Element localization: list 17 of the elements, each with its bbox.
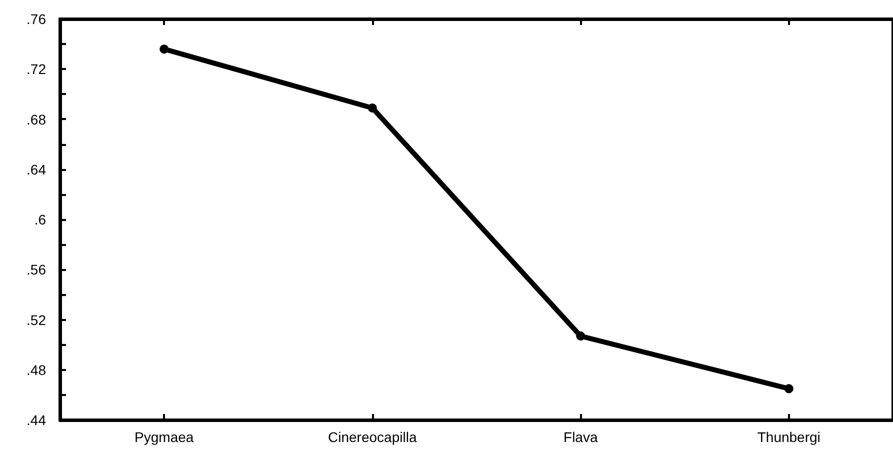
x-tick-label: Cinereocapilla — [328, 429, 417, 445]
y-tick-label: .72 — [26, 61, 46, 78]
y-tick-label: .56 — [26, 262, 46, 278]
y-tick-label: .64 — [26, 161, 46, 178]
point — [784, 384, 794, 394]
y-tick-label: .44 — [26, 412, 46, 428]
y-tick-label: .52 — [26, 312, 46, 328]
y-tick-label: .76 — [26, 11, 46, 27]
x-tick-label: Pygmaea — [134, 429, 194, 445]
point — [160, 44, 169, 54]
y-tick-label: .48 — [26, 362, 46, 378]
y-tick-label: .6 — [34, 212, 46, 228]
point — [576, 332, 586, 341]
y-tick-label: .68 — [26, 111, 46, 128]
point — [368, 103, 377, 112]
x-tick-label: Thunbergi — [757, 429, 820, 445]
x-tick-label: Flava — [564, 429, 598, 445]
